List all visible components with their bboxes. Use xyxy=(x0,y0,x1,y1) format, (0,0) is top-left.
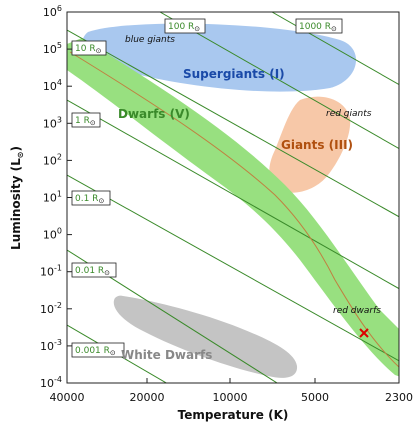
y-axis-ticks: 106 105 104 103 102 101 100 10-1 10-2 10-3 10-4 xyxy=(40,4,72,390)
y-axis-title: Luminosity (L⊙) xyxy=(9,146,25,250)
radius-line xyxy=(159,12,399,150)
main-sequence-track xyxy=(69,51,399,368)
x-tick-label: 2300 xyxy=(385,391,413,404)
y-tick-label: 10-1 xyxy=(40,264,62,279)
y-tick-label: 10-3 xyxy=(40,338,62,353)
radius-label: 0.01 R⊙ xyxy=(75,266,110,277)
y-axis-title-text: Luminosity (L xyxy=(9,158,23,250)
radius-label-box xyxy=(71,190,111,206)
y-tick-label: 103 xyxy=(43,115,62,130)
blue-giants-label: blue giants xyxy=(125,35,175,45)
x-tick-label: 20000 xyxy=(130,391,165,404)
radius-label: 1 R⊙ xyxy=(75,116,96,127)
white-dwarfs-region xyxy=(113,295,298,378)
radius-label: 1000 R⊙ xyxy=(299,22,337,33)
red-dwarfs-label: red dwarfs xyxy=(333,306,381,316)
giants-region xyxy=(269,96,351,193)
dwarfs-label: Dwarfs (V) xyxy=(118,107,190,121)
sun-symbol-icon: ⊙ xyxy=(331,25,337,33)
radius-labels: 1000 R⊙ 100 R⊙ 10 R⊙ 1 R⊙ 0.1 R⊙ 0.01 R⊙ 0.001… xyxy=(71,18,343,358)
y-tick-label: 101 xyxy=(43,190,62,205)
radius-label-box xyxy=(71,112,101,128)
dwarfs-band xyxy=(67,38,399,377)
radius-label: 0.1 R⊙ xyxy=(75,194,104,205)
y-axis-title-close: ) xyxy=(9,146,23,151)
sun-symbol-icon: ⊙ xyxy=(96,47,102,55)
y-tick-label: 10-2 xyxy=(40,301,62,316)
red-giants-label: red giants xyxy=(326,109,372,119)
giants-label: Giants (III) xyxy=(281,138,353,152)
y-tick-label: 100 xyxy=(43,227,62,242)
sun-symbol-icon: ⊙ xyxy=(98,197,104,205)
sun-symbol-icon: ⊙ xyxy=(194,25,200,33)
radius-label: 100 R⊙ xyxy=(168,22,200,33)
radius-label-box xyxy=(164,18,206,34)
radius-label: 0.001 R⊙ xyxy=(75,346,116,357)
radius-label-box xyxy=(71,40,107,56)
radius-label-box xyxy=(71,342,125,358)
x-tick-label: 40000 xyxy=(50,391,85,404)
sun-symbol-icon: ⊙ xyxy=(110,349,116,357)
x-mark-icon xyxy=(359,328,369,338)
y-tick-label: 102 xyxy=(43,152,62,167)
radius-label-box xyxy=(71,262,117,278)
sun-symbol-icon: ⊙ xyxy=(90,119,96,127)
radius-lines xyxy=(67,12,399,383)
y-tick-label: 104 xyxy=(43,78,62,93)
white-dwarfs-label: White Dwarfs xyxy=(121,348,212,362)
radius-line xyxy=(67,29,399,218)
y-tick-label: 10-4 xyxy=(40,375,62,390)
x-tick-label: 5000 xyxy=(301,391,329,404)
radius-line xyxy=(67,174,399,362)
radius-line xyxy=(67,324,168,383)
x-tick-label: 10000 xyxy=(213,391,248,404)
y-tick-label: 106 xyxy=(43,4,62,19)
radius-label: 10 R⊙ xyxy=(75,44,101,55)
x-axis-ticks: 40000 20000 10000 5000 2300 xyxy=(50,378,413,404)
sun-symbol-icon: ⊙ xyxy=(16,152,25,159)
supergiants-label: Supergiants (I) xyxy=(183,67,285,81)
radius-line xyxy=(67,249,279,383)
radius-line xyxy=(67,99,399,290)
sun-symbol-icon: ⊙ xyxy=(104,269,110,277)
radius-label-box xyxy=(295,18,343,34)
x-axis-title: Temperature (K) xyxy=(178,408,289,422)
y-tick-label: 105 xyxy=(43,41,62,56)
supergiants-region xyxy=(82,23,357,92)
